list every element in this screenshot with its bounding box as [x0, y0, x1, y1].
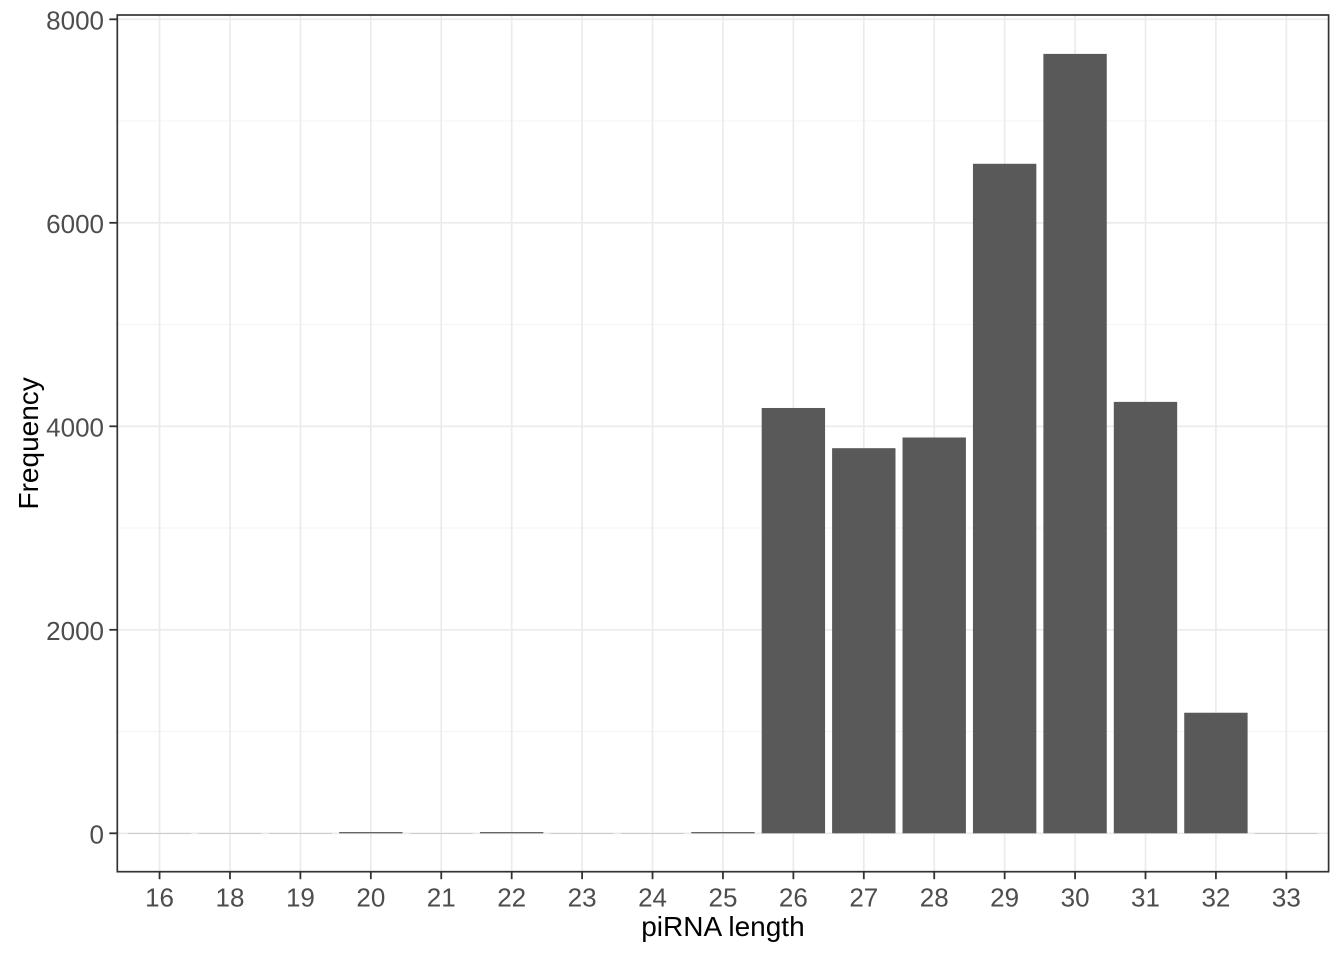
x-tick-label: 30: [1061, 883, 1090, 913]
bar-27: [832, 448, 896, 834]
x-tick-label: 32: [1201, 883, 1230, 913]
x-tick-label: 21: [427, 883, 456, 913]
bar-25: [691, 832, 755, 834]
x-tick-label: 22: [497, 883, 526, 913]
bar-22: [479, 832, 544, 834]
x-tick-label: 31: [1131, 883, 1160, 913]
y-tick-label: 2000: [46, 616, 104, 646]
bars: [127, 53, 1319, 834]
x-tick-label: 26: [779, 883, 808, 913]
bar-28: [902, 437, 966, 834]
x-tick-label: 29: [990, 883, 1019, 913]
bar-29: [972, 163, 1037, 834]
bar-32: [1184, 712, 1248, 834]
bar-30: [1043, 53, 1107, 834]
x-axis-tick-labels: 16 18 19 20 21 22 23 24 25 26 27 28 29 30 31 32 33: [145, 883, 1301, 913]
x-axis-title: piRNA length: [641, 911, 804, 942]
y-axis-title: Frequency: [13, 377, 44, 509]
bar-20: [339, 832, 403, 834]
x-tick-label: 27: [849, 883, 878, 913]
y-tick-label: 4000: [46, 412, 104, 442]
x-tick-label: 33: [1272, 883, 1301, 913]
y-tick-label: 6000: [46, 209, 104, 239]
x-tick-label: 20: [356, 883, 385, 913]
x-tick-label: 18: [216, 883, 245, 913]
x-tick-label: 25: [708, 883, 737, 913]
x-tick-label: 28: [920, 883, 949, 913]
x-tick-label: 24: [638, 883, 667, 913]
y-axis-tick-labels: 0 2000 4000 6000 8000: [46, 5, 104, 849]
x-tick-label: 16: [145, 883, 174, 913]
bar-26: [761, 407, 826, 834]
axis-tick-marks: [109, 18, 1288, 880]
x-tick-label: 23: [568, 883, 597, 913]
y-tick-label: 8000: [46, 5, 104, 35]
x-tick-label: 19: [286, 883, 315, 913]
bar-31: [1113, 401, 1178, 834]
y-tick-label: 0: [90, 819, 104, 849]
